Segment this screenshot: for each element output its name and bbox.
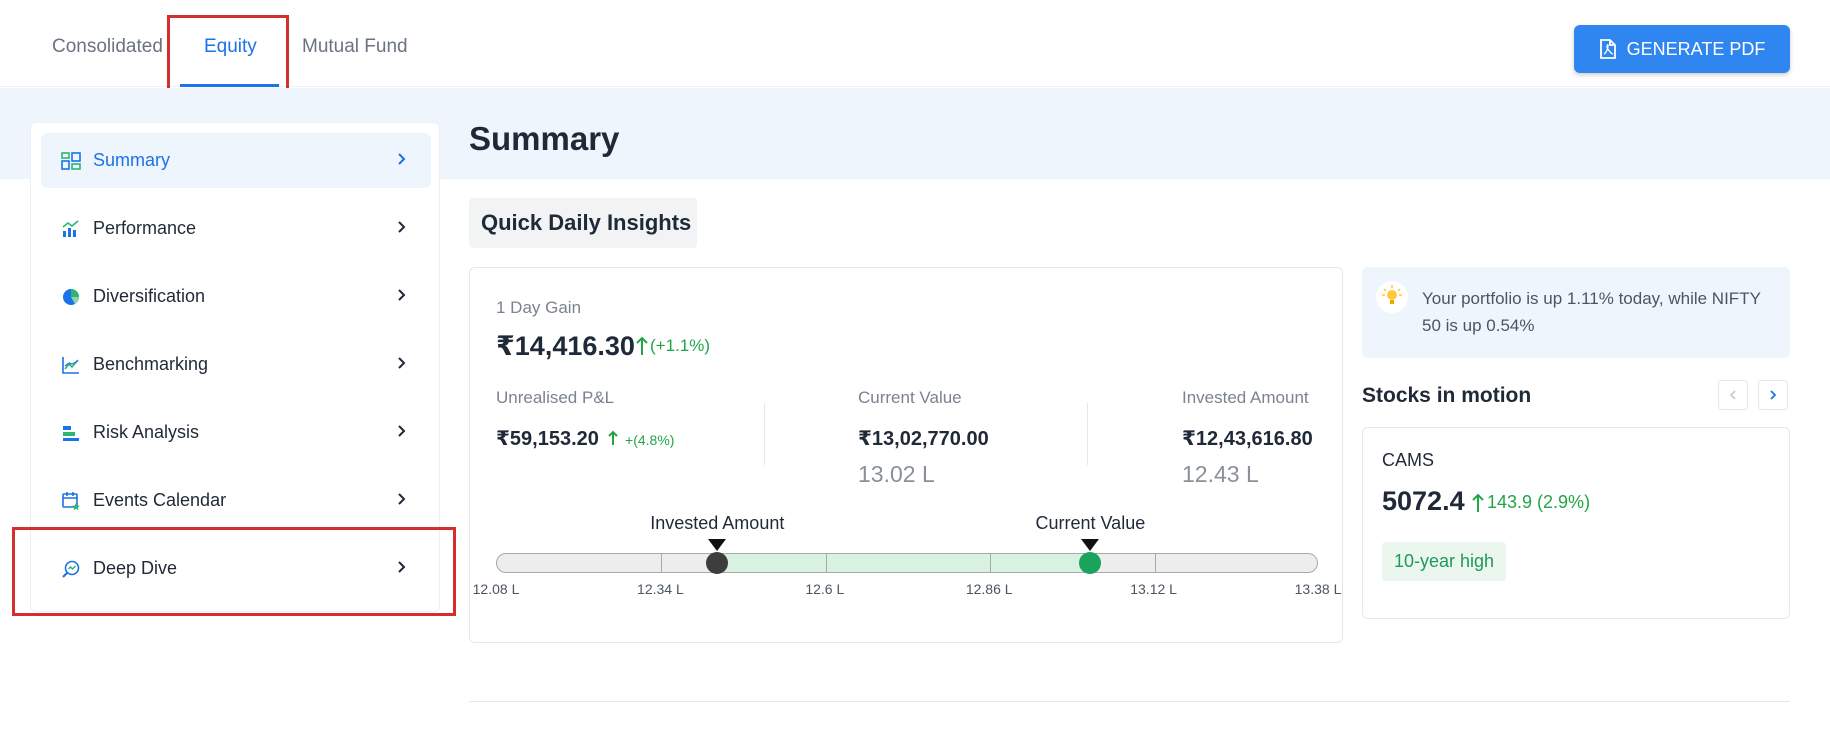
summary-icon (61, 151, 81, 170)
invested-amount: Invested Amount ₹12,43,616.80 12.43 L (1182, 388, 1313, 488)
magnify-chart-icon (62, 560, 80, 578)
range-track (496, 553, 1318, 573)
sidebar-item-risk-analysis[interactable]: Risk Analysis (41, 405, 431, 460)
current-marker-label: Current Value (1035, 513, 1146, 533)
range-tick-label: 12.86 L (965, 581, 1013, 597)
current-marker-pointer (1081, 539, 1100, 551)
prev-button[interactable] (1718, 380, 1748, 410)
unrealised-pnl: Unrealised P&L ₹59,153.20 +(4.8%) (496, 388, 674, 451)
invested-amount-label: Invested Amount (1182, 388, 1309, 407)
day-gain-value: ₹14,416.30 (496, 331, 635, 361)
generate-pdf-button[interactable]: GENERATE PDF (1574, 25, 1790, 73)
range-tick-label: 12.34 L (637, 581, 684, 597)
bar-chart-icon (63, 425, 79, 441)
stock-change: 143.9 (2.9%) (1472, 492, 1590, 513)
top-bar: Consolidated Equity Mutual Fund GENERATE… (0, 0, 1830, 97)
tab-mutual-fund[interactable]: Mutual Fund (302, 36, 408, 57)
arrow-up-icon (1472, 493, 1484, 512)
unrealised-pnl-value: ₹59,153.20 (496, 428, 599, 450)
pdf-file-icon (1599, 39, 1616, 59)
stock-change-value: 143.9 (2.9%) (1487, 492, 1591, 512)
generate-pdf-label: GENERATE PDF (1626, 38, 1766, 59)
section-divider (469, 701, 1790, 702)
value-range-bar: Invested Amount Current Value 12.08 L 12.… (473, 513, 1342, 623)
current-value: Current Value ₹13,02,770.00 13.02 L (858, 388, 989, 488)
chevron-right-icon (398, 153, 406, 165)
chevron-right-icon (398, 289, 406, 301)
stock-price: 5072.4 (1382, 486, 1465, 516)
chevron-right-icon (1770, 390, 1777, 400)
daily-insights-card: 1 Day Gain ₹14,416.30 (+1.1%) Unrealised… (469, 267, 1343, 643)
unrealised-pnl-label: Unrealised P&L (496, 388, 615, 407)
lightbulb-icon (1376, 281, 1408, 313)
day-gain-change-value: (+1.1%) (650, 336, 710, 355)
stocks-in-motion-title: Stocks in motion (1362, 384, 1532, 407)
sidebar-item-label: Benchmarking (93, 354, 209, 374)
current-value-short: 13.02 L (858, 461, 935, 487)
current-value-label: Current Value (858, 388, 962, 407)
sidebar-item-label: Diversification (93, 286, 206, 306)
calendar-icon (62, 491, 80, 510)
tab-consolidated[interactable]: Consolidated (52, 36, 163, 57)
sidebar-item-performance[interactable]: Performance (41, 201, 431, 256)
range-tick-line (661, 554, 663, 572)
current-value-amount: ₹13,02,770.00 (858, 428, 989, 450)
sidebar: Summary Performance Diversification Benc… (30, 122, 440, 612)
unrealised-pnl-change: +(4.8%) (625, 432, 675, 448)
range-tick-line (990, 554, 992, 572)
sidebar-item-diversification[interactable]: Diversification (41, 269, 431, 324)
range-tick-label: 13.38 L (1294, 581, 1342, 597)
sidebar-item-label: Performance (93, 218, 197, 238)
day-gain-change: (+1.1%) (636, 336, 710, 356)
tip-text: Your portfolio is up 1.11% today, while … (1422, 289, 1761, 335)
stock-card[interactable]: CAMS 5072.4 143.9 (2.9%) 10-year high (1362, 427, 1790, 619)
arrow-up-icon (608, 430, 619, 445)
sidebar-item-label: Risk Analysis (93, 422, 200, 442)
range-tick-label: 12.6 L (805, 581, 845, 597)
pie-chart-icon (63, 288, 80, 305)
sidebar-item-summary[interactable]: Summary (41, 133, 431, 188)
chevron-right-icon (398, 221, 406, 233)
arrow-up-icon (636, 336, 648, 355)
next-button[interactable] (1758, 380, 1788, 410)
chevron-right-icon (398, 357, 406, 369)
range-tick-label: 12.08 L (472, 581, 520, 597)
sidebar-item-events-calendar[interactable]: Events Calendar (41, 473, 431, 528)
sidebar-item-label: Summary (93, 150, 171, 170)
active-tab-underline (180, 84, 279, 87)
insight-tip: Your portfolio is up 1.11% today, while … (1362, 267, 1790, 358)
line-chart-icon (62, 356, 79, 374)
page-title: Summary (469, 120, 620, 157)
chevron-right-icon (398, 493, 406, 505)
current-marker-dot (1079, 552, 1102, 574)
deep-dive-highlight (12, 527, 456, 616)
sidebar-item-deep-dive[interactable]: Deep Dive (41, 541, 431, 596)
sidebar-item-label: Events Calendar (93, 490, 227, 510)
range-tick-line (825, 554, 827, 572)
unrealised-pnl-value-row: ₹59,153.20 +(4.8%) (496, 426, 674, 451)
sidebar-item-label: Deep Dive (93, 558, 178, 578)
performance-icon (62, 219, 79, 237)
day-gain-label: 1 Day Gain (496, 298, 582, 317)
lightbulb-glyph (1382, 285, 1402, 304)
divider (1087, 403, 1088, 465)
stock-name: CAMS (1382, 450, 1435, 470)
range-tick-label: 13.12 L (1130, 581, 1177, 597)
invested-amount-short: 12.43 L (1182, 461, 1259, 487)
status-badge: 10-year high (1382, 542, 1507, 581)
chevron-left-icon (1729, 390, 1736, 400)
invested-marker-pointer (708, 539, 727, 551)
invested-amount-value: ₹12,43,616.80 (1182, 428, 1313, 450)
range-tick-line (1154, 554, 1156, 572)
divider (764, 403, 765, 465)
invested-marker-dot (706, 552, 729, 574)
section-title: Quick Daily Insights (469, 198, 697, 248)
chevron-right-icon (398, 425, 406, 437)
tab-equity[interactable]: Equity (204, 36, 257, 57)
invested-marker-label: Invested Amount (650, 513, 785, 533)
sidebar-item-benchmarking[interactable]: Benchmarking (41, 337, 431, 392)
range-fill (718, 554, 1092, 572)
equity-tab-highlight (167, 15, 289, 97)
chevron-right-icon (398, 561, 406, 573)
